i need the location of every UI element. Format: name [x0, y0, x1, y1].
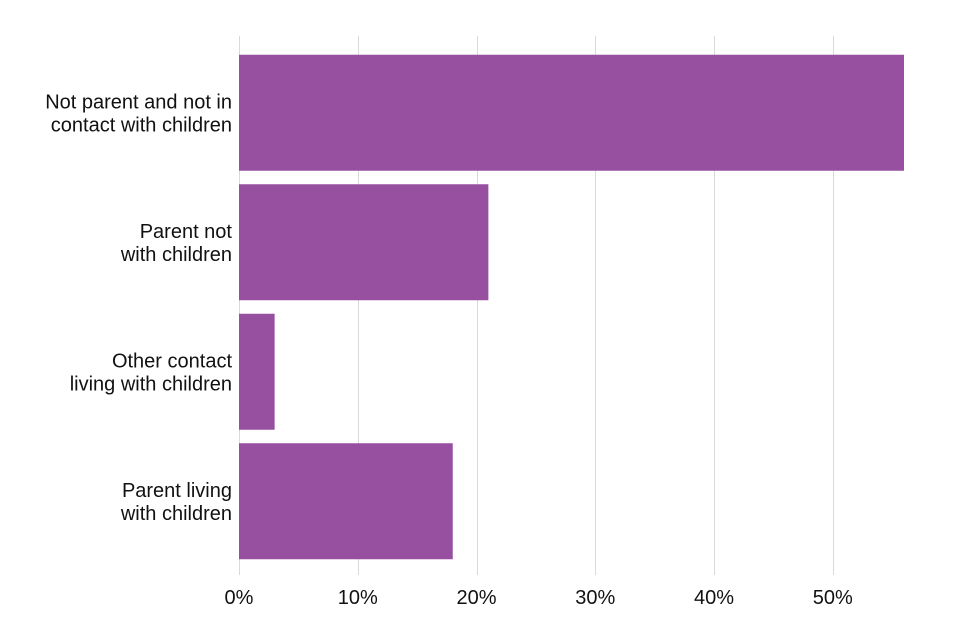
x-tick-label: 50% [813, 587, 853, 609]
x-tick-label: 20% [456, 587, 496, 609]
bars [239, 54, 904, 560]
category-label: Other contact living with children [70, 350, 233, 395]
category-label: Not parent and not in contact with childr… [45, 91, 232, 136]
bar [239, 54, 904, 171]
bar [239, 184, 489, 301]
category-labels: Not parent and not in contact with childr… [45, 91, 232, 525]
x-tick-label: 0% [225, 587, 254, 609]
category-label: Parent living with children [120, 480, 232, 525]
x-tick-label: 40% [694, 587, 734, 609]
x-axis-tick-labels: 0% 10% 20% 30% 40% 50% [225, 587, 853, 609]
category-label: Parent not with children [120, 221, 233, 266]
x-tick-label: 10% [338, 587, 378, 609]
x-tick-label: 30% [575, 587, 615, 609]
bar [239, 443, 453, 560]
bar [239, 313, 275, 430]
